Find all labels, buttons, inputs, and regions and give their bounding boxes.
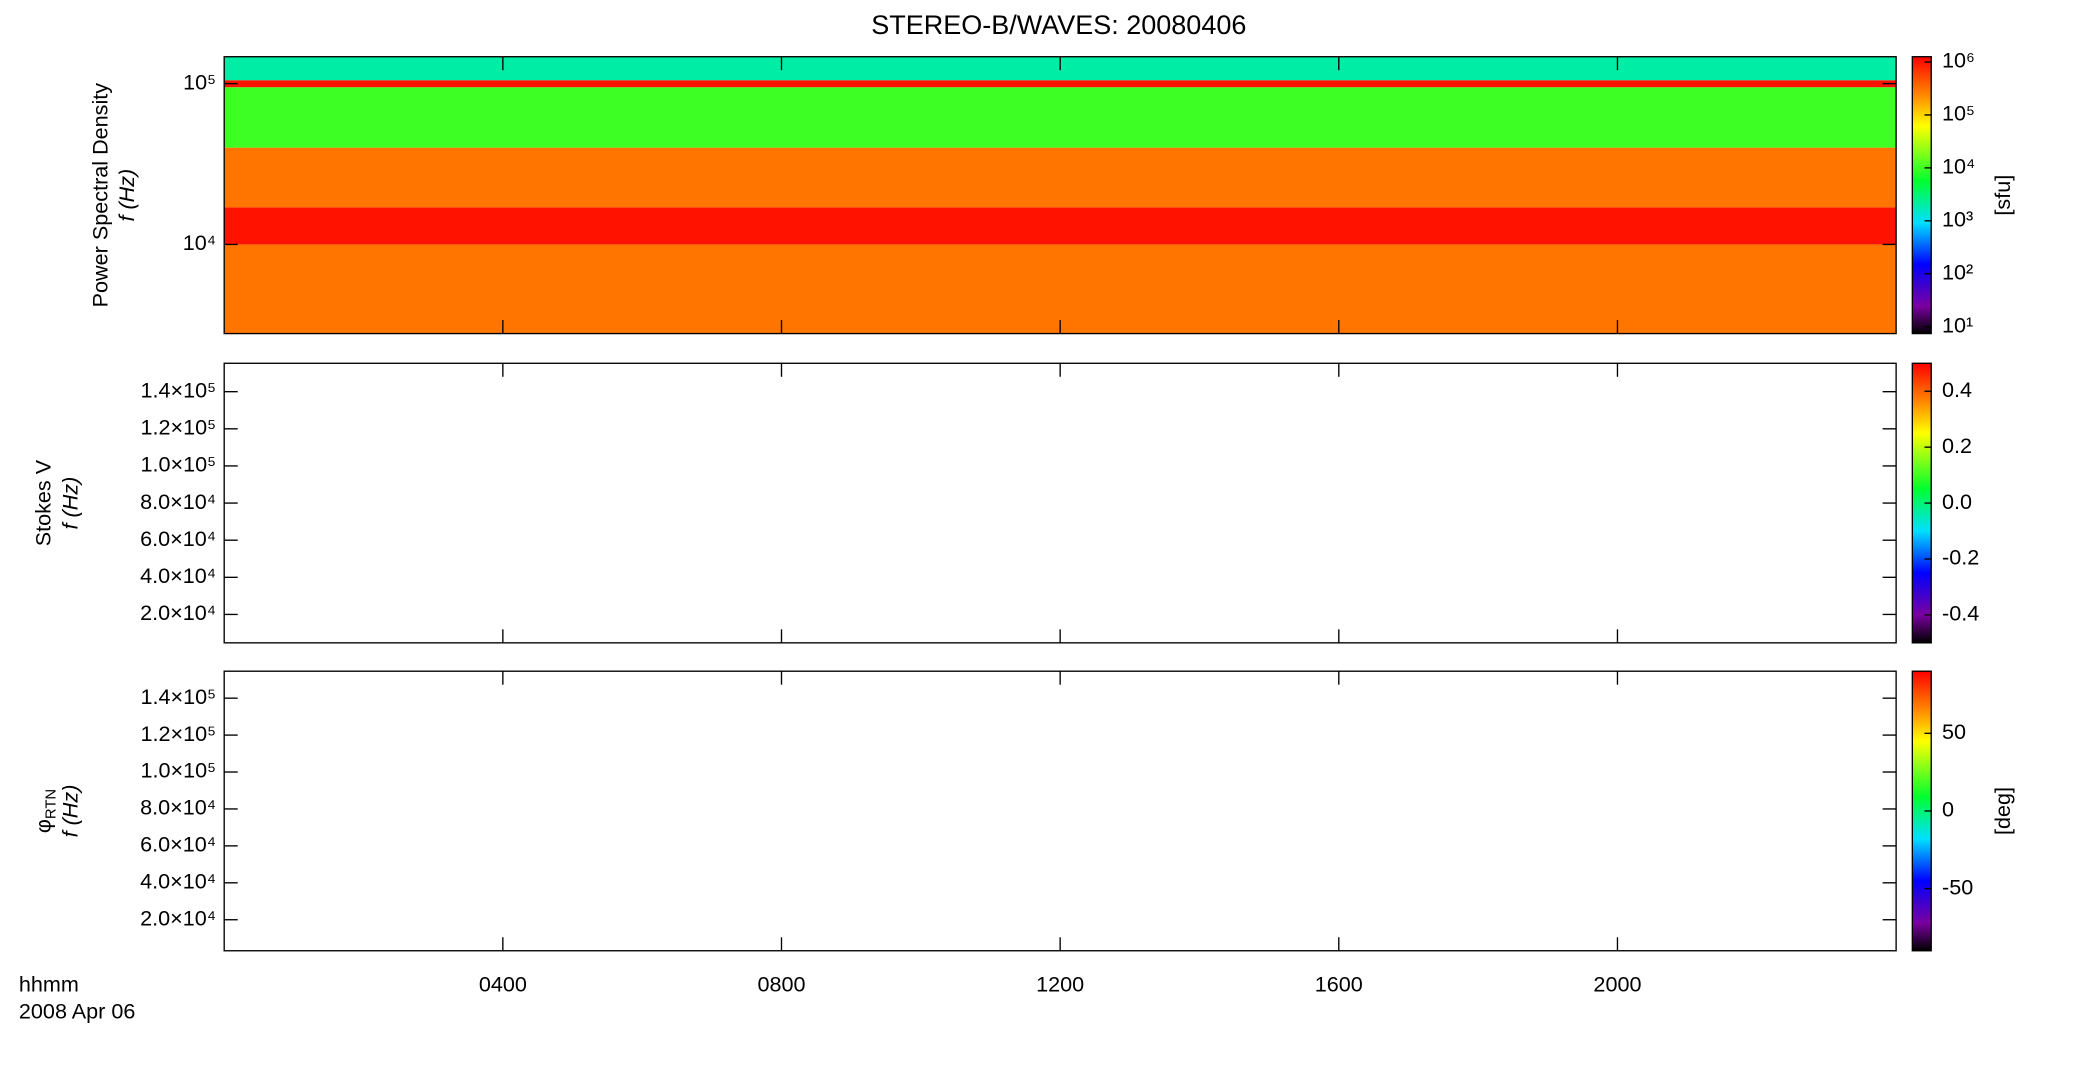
heatmap-cell (224, 207, 1897, 245)
colorbar-tick-label: 10⁴ (1942, 154, 1975, 179)
y-tick-label: 1.4×10⁵ (140, 684, 216, 709)
colorbar-tick-label: 10⁶ (1942, 48, 1975, 73)
y-tick-label: 8.0×10⁴ (140, 795, 216, 820)
y-tick-label: 1.2×10⁵ (140, 721, 216, 746)
colorbar-tick-label: -0.2 (1942, 545, 1979, 570)
y-tick-label: 1.0×10⁵ (140, 758, 216, 783)
y-tick-label: 4.0×10⁴ (140, 869, 216, 894)
colorbar-label: [deg] (1990, 787, 2015, 835)
y-tick-label: 1.0×10⁵ (140, 452, 216, 477)
colorbar-tick-label: 10² (1942, 259, 1973, 284)
y-axis-label: Power Spectral Density (87, 83, 112, 308)
y-axis-label-text: φ (30, 819, 55, 833)
y-axis-label-2: f (Hz) (114, 169, 139, 222)
colorbar-tick-label: -50 (1942, 874, 1973, 899)
colorbar-tick-label: 50 (1942, 719, 1966, 744)
heatmap-cell (224, 87, 1897, 148)
colorbar-tick-label: 0.4 (1942, 377, 1972, 402)
y-axis-label-2: f (Hz) (57, 785, 82, 838)
date-label: 2008 Apr 06 (19, 999, 135, 1024)
y-tick-label: 1.4×10⁵ (140, 377, 216, 402)
colorbar-tick-label: -0.4 (1942, 601, 1979, 626)
chart-title: STEREO-B/WAVES: 20080406 (871, 10, 1246, 40)
colorbar-tick-label: 10¹ (1942, 312, 1973, 337)
colorbar-tick-label: 10³ (1942, 207, 1973, 232)
x-tick-label: 0400 (479, 972, 527, 997)
y-axis-label-2: f (Hz) (57, 477, 82, 530)
plot-frame (223, 670, 1897, 952)
x-tick-label: 1600 (1315, 972, 1363, 997)
y-tick-label: 2.0×10⁴ (140, 600, 216, 625)
y-tick-label: 10⁴ (183, 230, 216, 255)
x-tick-label: 1200 (1036, 972, 1084, 997)
colorbar-label: [sfu] (1990, 175, 2015, 216)
colorbar-tick-label: 0.2 (1942, 433, 1972, 458)
y-tick-label: 2.0×10⁴ (140, 905, 216, 930)
colorbar-tick-label: 0.0 (1942, 489, 1972, 514)
heatmap-cell (224, 147, 1897, 208)
y-axis-label-text: Stokes V (30, 459, 55, 546)
y-tick-label: 4.0×10⁴ (140, 563, 216, 588)
plot-frame (223, 362, 1897, 644)
x-tick-label: 2000 (1593, 972, 1641, 997)
y-axis-label-sub: RTN (43, 789, 59, 819)
y-axis-label-text: Power Spectral Density (87, 83, 112, 308)
y-tick-label: 8.0×10⁴ (140, 489, 216, 514)
x-axis-label: hhmm (19, 972, 79, 997)
y-tick-label: 1.2×10⁵ (140, 415, 216, 440)
y-tick-label: 6.0×10⁴ (140, 832, 216, 857)
y-tick-label: 6.0×10⁴ (140, 526, 216, 551)
colorbar (1911, 56, 1932, 335)
y-axis-label: φRTN (30, 789, 59, 833)
heatmap-cell (224, 80, 1897, 88)
heatmap-cell (224, 244, 1897, 334)
y-tick-label: 10⁵ (183, 69, 216, 94)
colorbar-tick-label: 0 (1942, 797, 1954, 822)
y-axis-label: Stokes V (30, 459, 55, 546)
colorbar-tick-label: 10⁵ (1942, 101, 1975, 126)
x-tick-label: 0800 (757, 972, 805, 997)
